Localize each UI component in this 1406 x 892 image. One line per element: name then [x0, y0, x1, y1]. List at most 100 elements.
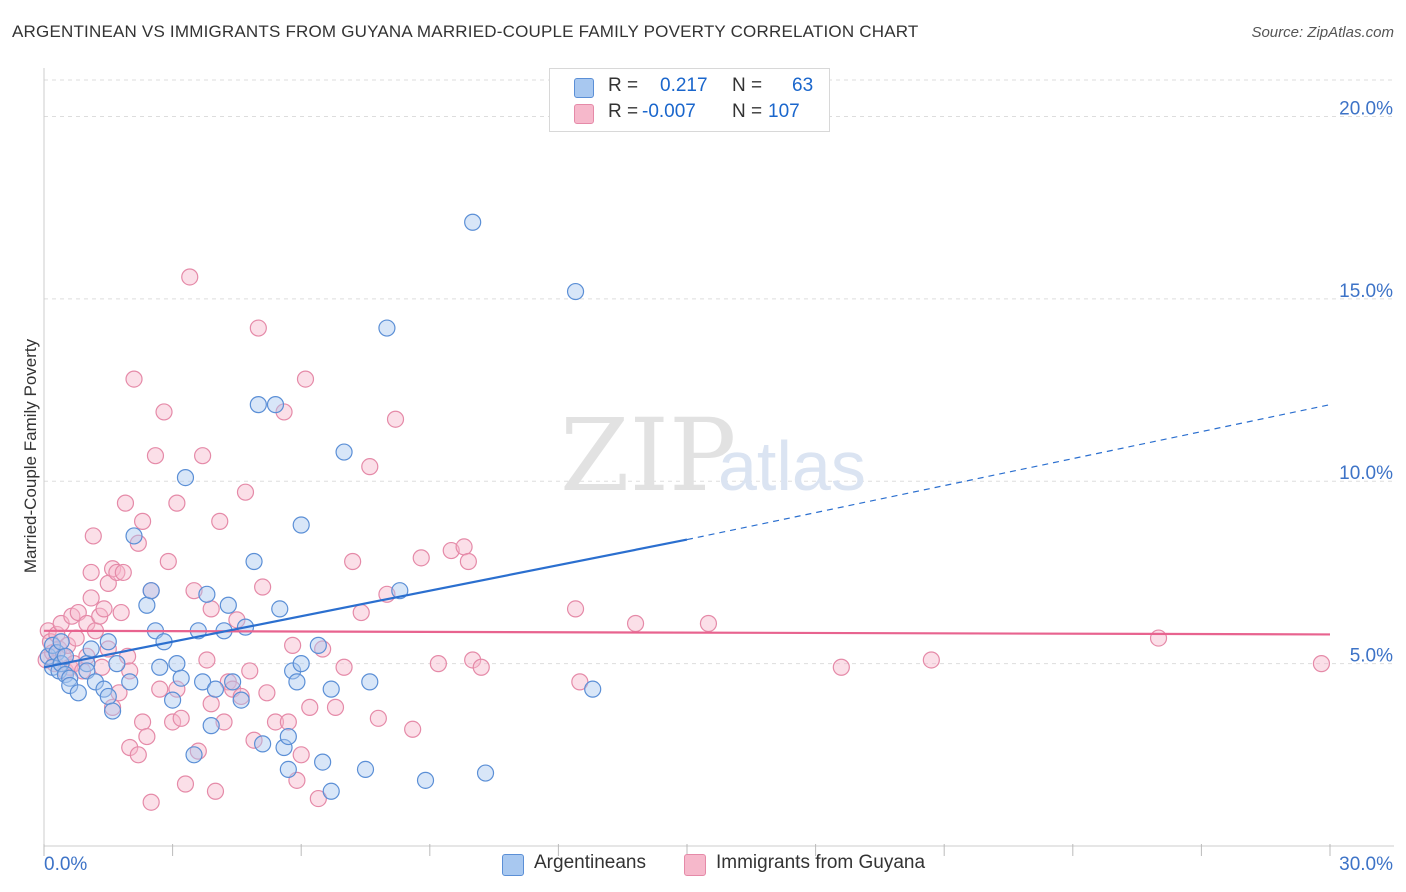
point-guyana	[108, 563, 126, 582]
point-argentinean	[103, 702, 122, 720]
point-guyana	[164, 713, 182, 731]
point-guyana	[129, 746, 147, 764]
point-guyana	[429, 655, 447, 673]
point-guyana	[335, 658, 353, 676]
point-guyana	[571, 673, 589, 691]
legend-r-label: R =	[608, 75, 639, 96]
bottom-legend-swatch-blue	[502, 854, 524, 876]
point-argentinean	[99, 687, 117, 706]
source-label: Source: ZipAtlas.com	[1251, 24, 1394, 41]
point-guyana	[232, 687, 250, 706]
point-guyana	[67, 629, 85, 647]
point-argentinean	[279, 760, 297, 779]
point-guyana	[198, 651, 216, 669]
point-guyana	[292, 746, 310, 764]
gridlines	[44, 79, 1394, 665]
point-argentinean	[249, 396, 267, 414]
trend-lines	[43, 404, 1331, 669]
legend-r-value: 0.217	[660, 75, 708, 96]
point-argentinean	[164, 691, 182, 709]
legend-n-label: N =	[732, 101, 763, 122]
y-tick-label: 15.0%	[1339, 281, 1393, 302]
point-guyana	[254, 578, 272, 596]
point-argentinean	[232, 691, 250, 709]
point-guyana	[275, 403, 293, 421]
legend-n-value: 107	[768, 101, 800, 122]
point-guyana	[296, 370, 315, 388]
point-guyana	[142, 793, 160, 811]
point-guyana	[699, 614, 718, 633]
point-argentinean	[176, 468, 195, 487]
y-axis-label: Married-Couple Family Poverty	[21, 338, 40, 573]
point-argentinean	[224, 673, 242, 691]
point-guyana	[326, 698, 345, 716]
point-guyana	[386, 410, 405, 428]
point-guyana	[82, 563, 100, 582]
point-argentinean	[198, 585, 216, 603]
point-argentinean	[185, 746, 203, 764]
point-argentinean	[99, 633, 117, 651]
point-argentinean	[292, 516, 310, 534]
point-guyana	[168, 680, 186, 698]
x-tick-label-max: 30.0%	[1339, 854, 1393, 875]
point-guyana	[241, 662, 259, 680]
point-argentinean	[82, 640, 100, 658]
point-guyana	[84, 527, 102, 545]
point-argentinean	[138, 596, 156, 614]
point-argentinean	[61, 669, 79, 687]
point-argentinean	[361, 673, 379, 691]
point-guyana	[626, 614, 645, 633]
legend-r-value: -0.007	[642, 101, 696, 122]
y-tick-label: 20.0%	[1339, 98, 1393, 119]
point-guyana	[138, 727, 156, 746]
point-guyana	[249, 319, 267, 337]
point-guyana	[168, 494, 186, 512]
trend-line-guyana	[43, 629, 1331, 636]
point-guyana	[172, 709, 190, 727]
point-guyana	[309, 789, 327, 808]
point-guyana	[352, 603, 370, 622]
y-tick-label: 5.0%	[1350, 646, 1393, 667]
point-guyana	[369, 709, 387, 727]
point-guyana	[159, 552, 177, 571]
legend-n-value: 63	[792, 75, 814, 96]
point-guyana	[258, 684, 276, 702]
point-guyana	[185, 582, 203, 600]
point-argentinean	[314, 753, 332, 771]
point-argentinean	[56, 647, 75, 665]
point-guyana	[922, 651, 940, 669]
point-argentinean	[271, 600, 289, 618]
bottom-legend-label: Argentineans	[534, 852, 646, 873]
point-argentinean	[292, 655, 310, 673]
point-argentinean	[356, 760, 375, 779]
chart-title: ARGENTINEAN VS IMMIGRANTS FROM GUYANA MA…	[12, 22, 919, 41]
point-argentinean	[69, 684, 87, 702]
point-argentinean	[48, 644, 66, 662]
point-guyana	[455, 538, 473, 556]
point-argentinean	[219, 596, 237, 614]
point-guyana	[155, 403, 173, 421]
point-argentinean	[476, 764, 495, 782]
legend-swatch-pink	[574, 104, 594, 124]
point-guyana	[266, 713, 285, 731]
point-argentinean	[52, 633, 70, 651]
point-guyana	[114, 563, 132, 582]
point-guyana	[125, 370, 143, 388]
axes	[43, 68, 1394, 856]
y-tick-label: 10.0%	[1339, 463, 1393, 484]
point-guyana	[301, 698, 319, 716]
point-argentinean	[275, 738, 293, 757]
point-argentinean	[322, 782, 340, 800]
point-argentinean	[584, 680, 602, 698]
point-guyana	[82, 589, 100, 607]
point-argentinean	[194, 673, 212, 691]
point-guyana	[566, 600, 585, 618]
point-guyana	[202, 695, 220, 713]
point-guyana	[361, 458, 379, 476]
point-argentinean	[416, 771, 435, 789]
point-guyana	[95, 600, 113, 618]
point-guyana	[404, 720, 422, 738]
point-guyana	[103, 698, 122, 716]
point-guyana	[832, 658, 850, 676]
point-argentinean	[309, 636, 327, 654]
